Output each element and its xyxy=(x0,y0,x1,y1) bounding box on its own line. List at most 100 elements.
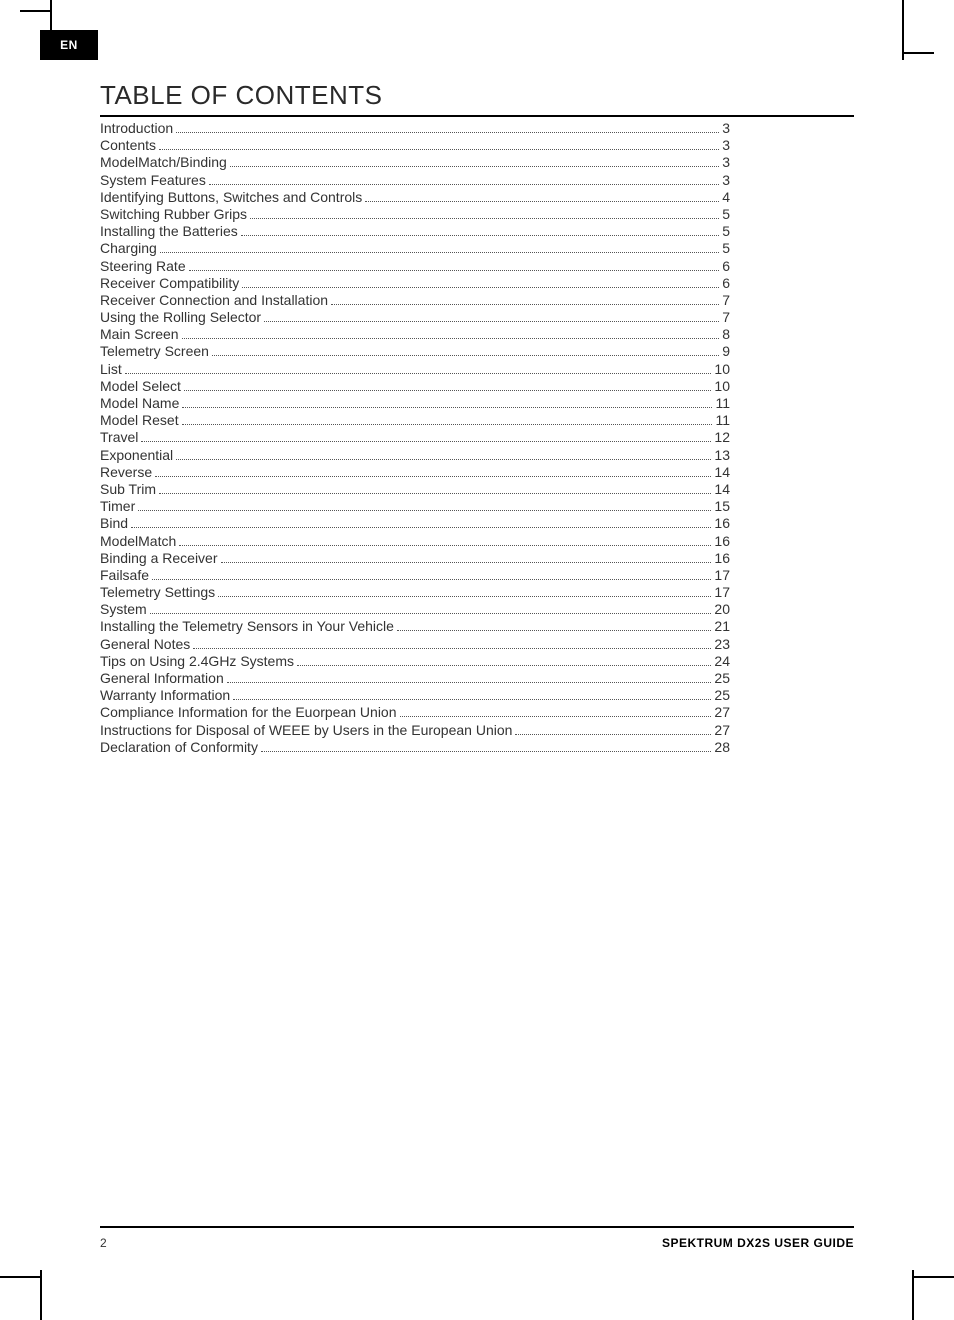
toc-page-number: 10 xyxy=(714,362,730,376)
toc-leader-dots xyxy=(184,390,711,391)
toc-row: Steering Rate6 xyxy=(100,259,730,273)
toc-page-number: 11 xyxy=(715,413,730,427)
table-of-contents: Introduction3 Contents 3 ModelMatch/Binding… xyxy=(100,121,730,754)
toc-page-number: 24 xyxy=(714,654,730,668)
crop-mark xyxy=(20,10,52,12)
toc-label: Travel xyxy=(100,430,138,444)
toc-page-number: 3 xyxy=(722,138,730,152)
toc-page-number: 25 xyxy=(714,688,730,702)
page-footer: 2 SPEKTRUM DX2S USER GUIDE xyxy=(100,1226,854,1250)
toc-row: Instructions for Disposal of WEEE by Use… xyxy=(100,723,730,737)
toc-page-number: 11 xyxy=(715,396,730,410)
toc-leader-dots xyxy=(150,613,712,614)
toc-label: Model Select xyxy=(100,379,181,393)
toc-leader-dots xyxy=(241,235,719,236)
crop-mark xyxy=(902,0,904,60)
toc-leader-dots xyxy=(365,201,719,202)
toc-row: Timer 15 xyxy=(100,499,730,513)
page-body: TABLE OF CONTENTS Introduction3 Contents 3… xyxy=(100,80,854,1260)
toc-page-number: 14 xyxy=(714,482,730,496)
toc-label: Reverse xyxy=(100,465,152,479)
toc-row: Exponential13 xyxy=(100,448,730,462)
toc-row: Failsafe 17 xyxy=(100,568,730,582)
toc-leader-dots xyxy=(261,751,711,752)
toc-label: Instructions for Disposal of WEEE by Use… xyxy=(100,723,512,737)
toc-label: ModelMatch/Binding xyxy=(100,155,227,169)
toc-row: Installing the Telemetry Sensors in Your… xyxy=(100,619,730,633)
toc-row: Switching Rubber Grips 5 xyxy=(100,207,730,221)
toc-row: ModelMatch16 xyxy=(100,534,730,548)
toc-page-number: 5 xyxy=(722,224,730,238)
toc-page-number: 10 xyxy=(714,379,730,393)
toc-page-number: 17 xyxy=(714,585,730,599)
toc-page-number: 12 xyxy=(714,430,730,444)
toc-label: Charging xyxy=(100,241,157,255)
page-title: TABLE OF CONTENTS xyxy=(100,80,854,111)
toc-label: System Features xyxy=(100,173,206,187)
toc-row: Declaration of Conformity28 xyxy=(100,740,730,754)
toc-page-number: 8 xyxy=(722,327,730,341)
toc-page-number: 23 xyxy=(714,637,730,651)
toc-page-number: 3 xyxy=(722,155,730,169)
toc-leader-dots xyxy=(159,149,719,150)
toc-label: Sub Trim xyxy=(100,482,156,496)
toc-label: Compliance Information for the Euorpean … xyxy=(100,705,397,719)
toc-label: Timer xyxy=(100,499,135,513)
toc-leader-dots xyxy=(221,562,712,563)
toc-label: Binding a Receiver xyxy=(100,551,218,565)
toc-label: ModelMatch xyxy=(100,534,176,548)
toc-leader-dots xyxy=(297,665,711,666)
toc-label: Tips on Using 2.4GHz Systems xyxy=(100,654,294,668)
toc-label: Receiver Compatibility xyxy=(100,276,239,290)
toc-label: Receiver Connection and Installation xyxy=(100,293,328,307)
crop-mark xyxy=(40,1270,42,1320)
toc-row: General Information 25 xyxy=(100,671,730,685)
toc-page-number: 16 xyxy=(714,551,730,565)
toc-row: Contents 3 xyxy=(100,138,730,152)
toc-page-number: 27 xyxy=(714,723,730,737)
page-number: 2 xyxy=(100,1236,108,1250)
toc-label: Identifying Buttons, Switches and Contro… xyxy=(100,190,362,204)
toc-label: Installing the Batteries xyxy=(100,224,238,238)
toc-page-number: 21 xyxy=(714,619,730,633)
toc-page-number: 27 xyxy=(714,705,730,719)
toc-label: General Information xyxy=(100,671,224,685)
toc-row: Telemetry Screen9 xyxy=(100,344,730,358)
footer-row: 2 SPEKTRUM DX2S USER GUIDE xyxy=(100,1236,854,1250)
toc-label: Installing the Telemetry Sensors in Your… xyxy=(100,619,394,633)
toc-leader-dots xyxy=(179,545,711,546)
toc-leader-dots xyxy=(176,459,711,460)
toc-leader-dots xyxy=(209,184,719,185)
toc-page-number: 20 xyxy=(714,602,730,616)
toc-leader-dots xyxy=(218,596,711,597)
toc-row: Sub Trim 14 xyxy=(100,482,730,496)
toc-label: Telemetry Screen xyxy=(100,344,209,358)
toc-row: Bind16 xyxy=(100,516,730,530)
toc-label: Contents xyxy=(100,138,156,152)
toc-leader-dots xyxy=(155,476,711,477)
toc-label: Exponential xyxy=(100,448,173,462)
toc-leader-dots xyxy=(264,321,719,322)
toc-leader-dots xyxy=(400,716,712,717)
toc-page-number: 5 xyxy=(722,207,730,221)
toc-row: Introduction3 xyxy=(100,121,730,135)
toc-leader-dots xyxy=(125,373,712,374)
toc-page-number: 6 xyxy=(722,276,730,290)
toc-row: Model Reset11 xyxy=(100,413,730,427)
toc-row: System Features3 xyxy=(100,173,730,187)
toc-page-number: 7 xyxy=(722,310,730,324)
toc-label: Switching Rubber Grips xyxy=(100,207,247,221)
toc-leader-dots xyxy=(331,304,719,305)
crop-mark xyxy=(902,52,934,54)
toc-label: Failsafe xyxy=(100,568,149,582)
toc-row: Compliance Information for the Euorpean … xyxy=(100,705,730,719)
toc-leader-dots xyxy=(141,441,711,442)
toc-page-number: 15 xyxy=(714,499,730,513)
toc-page-number: 17 xyxy=(714,568,730,582)
toc-row: General Notes23 xyxy=(100,637,730,651)
toc-leader-dots xyxy=(182,338,720,339)
footer-rule xyxy=(100,1226,854,1228)
toc-label: Main Screen xyxy=(100,327,179,341)
toc-page-number: 25 xyxy=(714,671,730,685)
toc-row: System20 xyxy=(100,602,730,616)
